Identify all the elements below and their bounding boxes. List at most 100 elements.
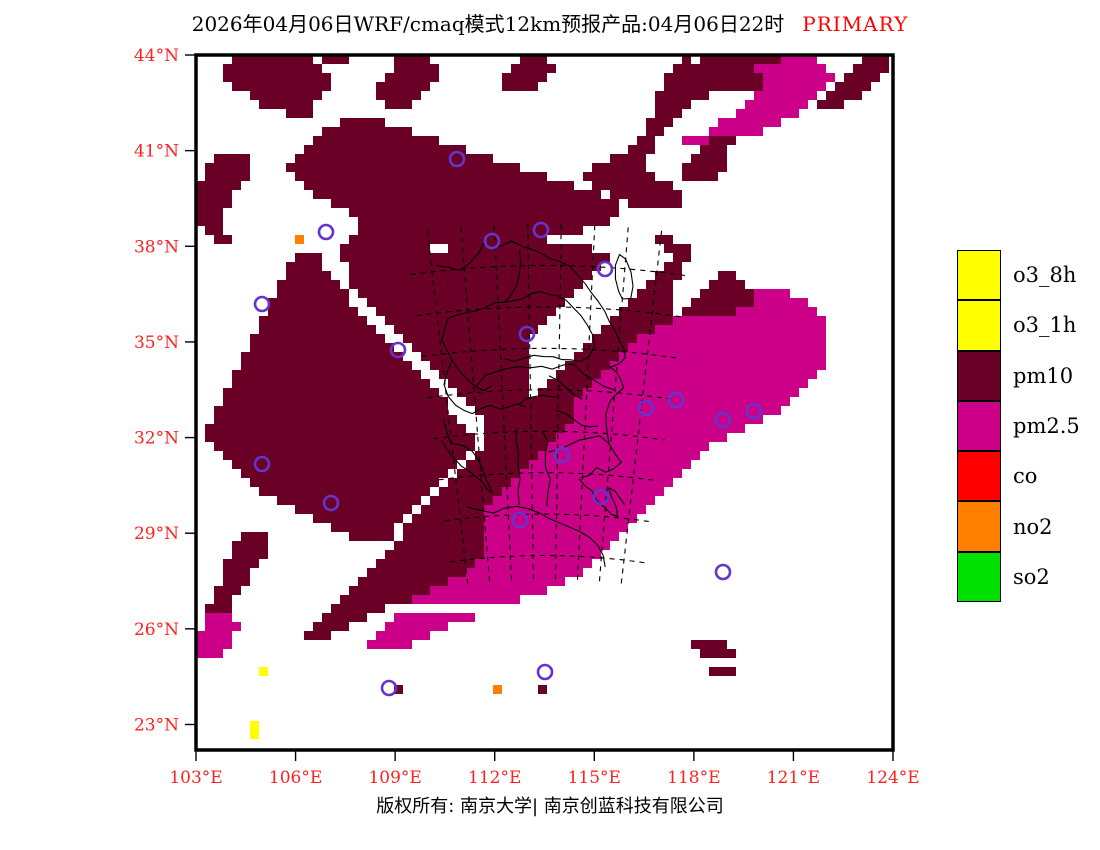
- concentration-cell: [574, 415, 763, 424]
- concentration-cell: [250, 91, 322, 100]
- concentration-cell: [385, 316, 547, 325]
- y-axis-tick-label: 26°N: [134, 620, 179, 640]
- concentration-cell: [241, 352, 403, 361]
- concentration-cell: [736, 307, 817, 316]
- concentration-cell: [619, 307, 673, 316]
- concentration-cell: [313, 514, 403, 523]
- concentration-cell: [691, 640, 727, 649]
- geo-boundary: [436, 243, 484, 272]
- concentration-cell: [304, 145, 466, 154]
- concentration-cell: [538, 685, 547, 694]
- concentration-cell: [331, 199, 619, 208]
- concentration-cell: [250, 721, 259, 730]
- station-marker[interactable]: [518, 325, 536, 343]
- axis-ticks-layer: 103°E 106°E 109°E 112°E 115°E 118°E 121°E 124°E…: [134, 46, 920, 788]
- parallel-line: [444, 513, 653, 523]
- geo-boundary: [479, 403, 526, 410]
- concentration-cell: [241, 469, 448, 478]
- concentration-cell: [223, 568, 250, 577]
- legend-swatch: [957, 350, 1001, 401]
- concentration-cell: [700, 289, 754, 298]
- station-marker[interactable]: [745, 402, 763, 420]
- concentration-cell: [259, 100, 313, 109]
- concentration-cell: [223, 451, 466, 460]
- concentration-cell: [511, 478, 673, 487]
- geo-boundary: [614, 253, 634, 300]
- station-marker[interactable]: [637, 399, 655, 417]
- station-marker[interactable]: [536, 663, 554, 681]
- concentration-cell: [403, 523, 484, 532]
- legend-label: no2: [1013, 514, 1053, 539]
- legend-item-co[interactable]: co: [957, 451, 1037, 502]
- station-marker[interactable]: [322, 494, 340, 512]
- legend-item-so2[interactable]: so2: [957, 551, 1050, 603]
- concentration-cell: [637, 334, 826, 343]
- concentration-cell: [484, 424, 565, 433]
- station-marker[interactable]: [253, 455, 271, 473]
- concentration-cell: [718, 73, 772, 82]
- concentration-cell: [376, 559, 475, 568]
- legend-item-o3-8h[interactable]: o3_8h: [957, 250, 1076, 301]
- station-marker[interactable]: [553, 446, 571, 464]
- station-marker[interactable]: [448, 150, 466, 168]
- geo-boundary: [441, 318, 453, 361]
- concentration-cell: [457, 469, 520, 478]
- geo-boundary: [440, 439, 454, 458]
- station-marker[interactable]: [511, 511, 529, 529]
- concentration-cell: [295, 253, 322, 262]
- x-axis-tick-label: 112°E: [468, 768, 521, 788]
- concentration-cell: [610, 361, 826, 370]
- station-marker[interactable]: [592, 488, 610, 506]
- station-marker[interactable]: [667, 391, 685, 409]
- concentration-cell: [430, 361, 529, 370]
- concentration-cell: [583, 172, 655, 181]
- legend-item-pm10[interactable]: pm10: [957, 350, 1073, 401]
- concentration-cell: [205, 226, 223, 235]
- station-marker[interactable]: [714, 563, 732, 581]
- station-marker[interactable]: [389, 341, 407, 359]
- concentration-cell: [538, 388, 583, 397]
- concentration-cell: [484, 532, 619, 541]
- concentration-cell: [358, 226, 583, 235]
- concentration-cell: [610, 190, 682, 199]
- concentration-cell: [592, 181, 673, 190]
- legend-swatch: [957, 501, 1001, 552]
- concentration-cell: [520, 55, 547, 64]
- geo-boundary: [609, 329, 627, 380]
- station-marker[interactable]: [253, 295, 271, 313]
- concentration-cell: [844, 73, 880, 82]
- station-marker[interactable]: [483, 232, 501, 250]
- concentration-cell: [259, 316, 367, 325]
- geo-boundary: [447, 301, 505, 320]
- concentration-cell: [655, 271, 682, 280]
- concentration-cell: [691, 154, 727, 163]
- concentration-cell: [583, 388, 799, 397]
- station-marker[interactable]: [714, 411, 732, 429]
- concentration-cell: [502, 82, 538, 91]
- x-axis-tick-label: 106°E: [269, 768, 322, 788]
- legend-item-o3-1h[interactable]: o3_1h: [957, 300, 1076, 351]
- concentration-cell: [322, 55, 349, 64]
- station-marker[interactable]: [380, 679, 398, 697]
- concentration-cell: [196, 199, 232, 208]
- x-axis-tick-label: 124°E: [866, 768, 919, 788]
- concentration-cell: [385, 73, 439, 82]
- concentration-cell: [664, 244, 691, 253]
- station-marker[interactable]: [532, 221, 550, 239]
- concentration-cell: [250, 334, 385, 343]
- parallel-line: [433, 430, 665, 441]
- legend-item-pm2-5[interactable]: pm2.5: [957, 400, 1080, 452]
- parallel-line: [421, 347, 677, 359]
- concentration-cell: [367, 640, 412, 649]
- concentration-cell: [727, 82, 763, 91]
- concentration-cell: [394, 541, 484, 550]
- station-marker[interactable]: [596, 260, 614, 278]
- concentration-cell: [439, 370, 529, 379]
- concentration-cell: [664, 82, 727, 91]
- legend-item-no2[interactable]: no2: [957, 501, 1053, 552]
- station-marker[interactable]: [317, 223, 335, 241]
- graticule-layer: [410, 224, 689, 588]
- concentration-cell: [646, 118, 673, 127]
- concentration-cell: [475, 559, 592, 568]
- concentration-cell: [367, 568, 466, 577]
